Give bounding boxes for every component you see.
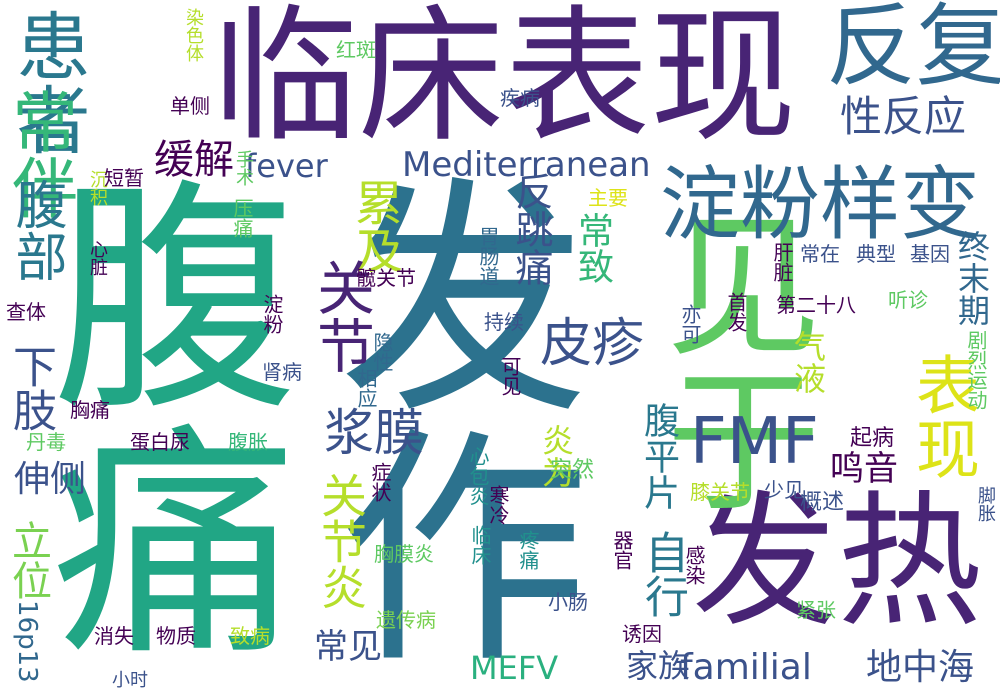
word-xiongmoyan: 胸膜炎 xyxy=(374,542,434,566)
word-chixu: 持续 xyxy=(484,310,524,334)
word-fanfu: 反复 xyxy=(826,0,1000,99)
word-kuanguanjie: 髋关节 xyxy=(356,266,416,290)
word-familial: familial xyxy=(680,647,812,688)
word-turan: 突然 xyxy=(550,458,595,483)
word-linchuangbiaoxian: 临床表现 xyxy=(212,0,796,162)
word-ganzang: 肝脏 xyxy=(770,242,794,282)
word-fmf: FMF xyxy=(690,405,819,479)
word-shenbing: 肾病 xyxy=(262,360,302,384)
word-zhengzhuang: 症状 xyxy=(368,462,392,502)
word-xiguanjie: 膝关节 xyxy=(690,480,750,504)
word-dianxing: 典型 xyxy=(856,242,896,266)
word-liwei: 立位 xyxy=(5,520,51,600)
word-yichuanbing: 遗传病 xyxy=(376,608,436,632)
word-biaoxian: 表现 xyxy=(905,352,979,480)
word-mingyin: 鸣音 xyxy=(830,449,898,489)
word-leiji: 累及 xyxy=(346,178,402,274)
word-xiongtong: 胸痛 xyxy=(70,398,110,422)
word-mefv: MEFV xyxy=(470,649,559,687)
word-changban: 常伴 xyxy=(1,88,78,220)
word-linchuang: 临床 xyxy=(468,525,492,565)
word-chenji: 沉积 xyxy=(87,170,108,206)
word-weichangdao: 胃肠道 xyxy=(476,226,500,286)
word-zhibing: 致病 xyxy=(230,624,270,648)
word-xiazhi: 下肢 xyxy=(5,344,56,432)
word-xinbaoyan: 心包炎 xyxy=(466,446,490,506)
word-huanzhe: 患者 xyxy=(4,8,90,156)
word-guanjieyan: 关节炎 xyxy=(314,472,368,610)
word-dianfenyangbian: 淀粉样变 xyxy=(660,158,980,251)
word-jianyu: 见于 xyxy=(639,205,820,515)
word-mediterranean: Mediterranean xyxy=(402,145,651,185)
word-wuzhi: 物质 xyxy=(156,624,196,648)
word-fubu: 腹部 xyxy=(6,178,66,282)
word-16p13: 16p13 xyxy=(12,600,42,683)
word-guanjie: 关节 xyxy=(307,258,375,374)
word-zhuyao: 主要 xyxy=(588,186,628,210)
word-dianfen: 淀粉 xyxy=(260,294,284,334)
word-dierbashi: 第二十八 xyxy=(776,293,856,317)
word-changzhi: 常致 xyxy=(572,212,613,284)
word-xiaoshi-hour: 小时 xyxy=(112,670,148,691)
word-yanwei: 炎为 xyxy=(537,424,575,488)
word-huanjie: 缓解 xyxy=(154,137,234,183)
word-hongban: 红斑 xyxy=(336,38,376,62)
word-tingzhen: 听诊 xyxy=(888,288,928,312)
word-qiguan: 器官 xyxy=(610,530,634,570)
word-xiaochang: 小肠 xyxy=(548,590,588,614)
word-ganran: 感染 xyxy=(682,545,706,585)
word-jiyin: 基因 xyxy=(910,242,950,266)
word-shence: 伸侧 xyxy=(14,459,87,500)
word-hanleng: 寒冷 xyxy=(486,485,510,525)
word-jinzhang: 紧张 xyxy=(796,598,836,622)
word-yatong: 压痛 xyxy=(230,198,254,238)
word-yinxing: 隐性 xyxy=(370,332,394,372)
word-shoushu: 手术 xyxy=(233,150,254,186)
word-jiangmo: 浆膜 xyxy=(324,404,424,462)
word-futong: 腹痛 xyxy=(10,170,295,660)
word-zhongmoqi: 终末期 xyxy=(953,230,991,326)
word-qibing: 起病 xyxy=(850,426,895,451)
word-fupingpian: 腹平片 xyxy=(638,402,679,510)
word-dandu: 丹毒 xyxy=(26,430,66,454)
word-shoufa: 首发 xyxy=(724,292,748,332)
word-xinzang: 心脏 xyxy=(87,240,108,276)
word-fantiaotong: 反跳痛 xyxy=(509,172,553,286)
word-changzai: 常在 xyxy=(800,242,840,266)
word-fazuo: 发作 xyxy=(296,168,587,668)
word-jiazu: 家族 xyxy=(626,647,691,685)
word-fare: 发热 xyxy=(692,478,982,647)
word-fuzhang: 腹胀 xyxy=(228,430,268,454)
word-jibing: 疾病 xyxy=(500,86,540,110)
word-chati: 查体 xyxy=(6,300,46,324)
word-kejian: 可见 xyxy=(498,356,522,396)
word-qiye: 气液 xyxy=(789,330,827,394)
word-tengtong: 疼痛 xyxy=(516,530,540,570)
word-jiaozhang: 脚胀 xyxy=(975,486,996,522)
word-duanzan: 短暂 xyxy=(104,166,144,190)
word-ransti: 染色体 xyxy=(183,8,204,62)
word-dizhonghai: 地中海 xyxy=(866,647,975,688)
word-xiangying: 相应 xyxy=(354,368,378,408)
word-gaishu: 概述 xyxy=(800,490,845,515)
word-fever: fever xyxy=(245,147,328,185)
word-xingfanying: 性反应 xyxy=(840,92,967,141)
word-zixing: 自行 xyxy=(637,530,688,618)
word-changjian: 常见 xyxy=(314,627,382,667)
word-danbainiao: 蛋白尿 xyxy=(130,430,190,454)
word-youyin: 诱因 xyxy=(622,622,662,646)
word-shaojian: 少见 xyxy=(764,478,804,502)
word-jilieyundong: 剧烈运动 xyxy=(964,330,988,410)
word-yike: 亦可 xyxy=(678,304,702,344)
word-dance: 单侧 xyxy=(170,94,210,118)
word-pizhen: 皮疹 xyxy=(540,314,645,374)
word-xiaoshi: 消失 xyxy=(94,624,134,648)
